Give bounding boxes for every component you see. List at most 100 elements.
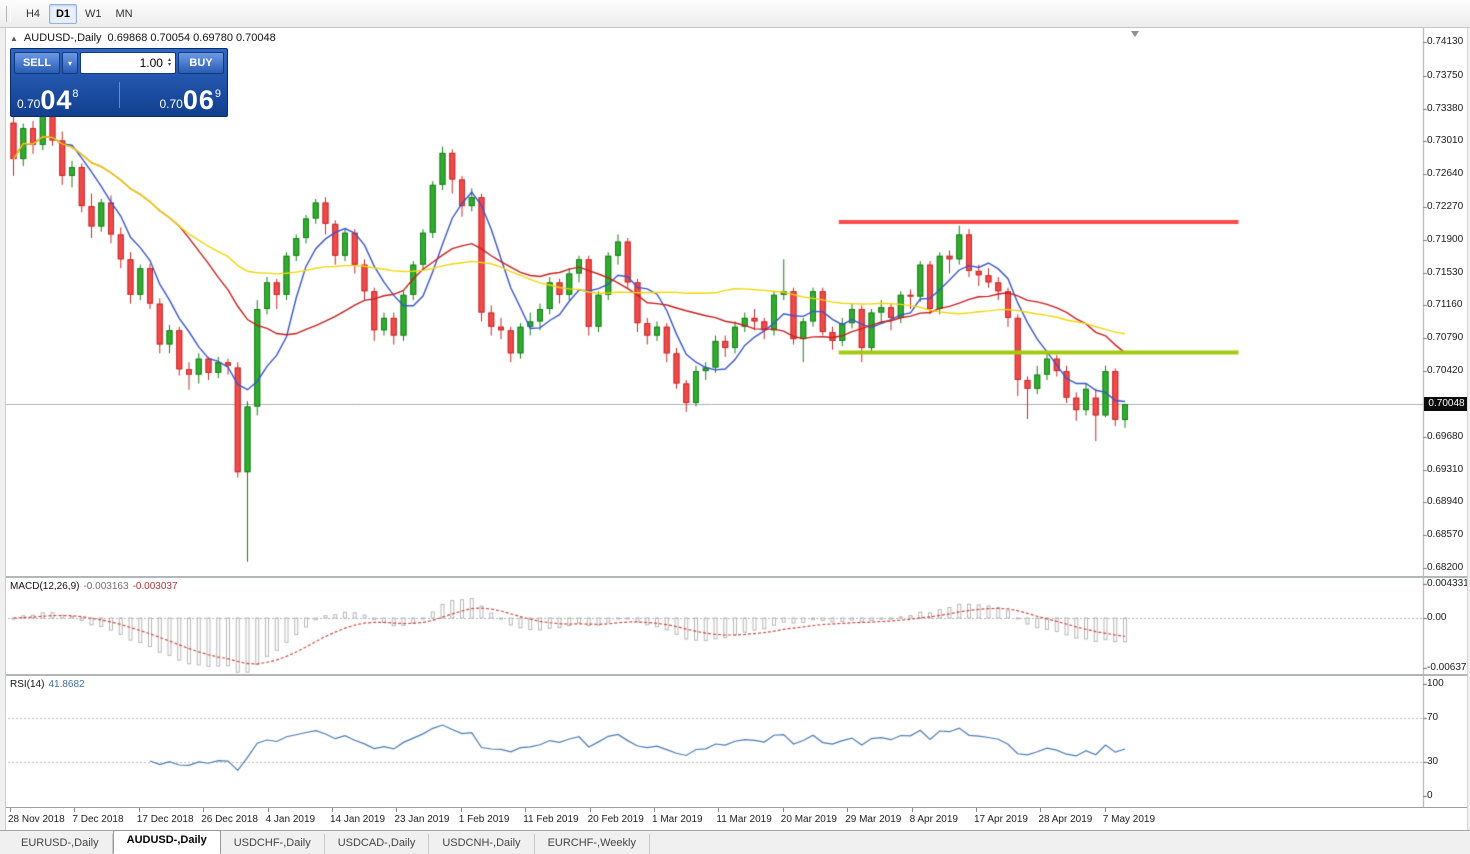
time-axis-label: 17 Apr 2019 bbox=[974, 814, 1028, 825]
macd-canvas[interactable] bbox=[0, 578, 1470, 674]
time-axis-tick bbox=[10, 808, 11, 812]
time-axis-label: 20 Mar 2019 bbox=[780, 814, 837, 825]
time-axis-label: 11 Mar 2019 bbox=[716, 814, 772, 825]
timeframe-mn-button[interactable]: MN bbox=[110, 4, 139, 24]
time-axis-label: 14 Jan 2019 bbox=[330, 814, 386, 825]
time-axis-tick bbox=[1104, 808, 1106, 812]
tab-usdchf-daily[interactable]: USDCHF-,Daily bbox=[221, 834, 325, 854]
price-axis-label: 0.69680 bbox=[1427, 430, 1464, 442]
macd-name: MACD(12,26,9) bbox=[10, 581, 80, 592]
time-axis-label: 26 Dec 2018 bbox=[201, 814, 258, 825]
macd-main-value: -0.003163 bbox=[83, 581, 129, 592]
buy-price[interactable]: 0.70 06 9 bbox=[159, 87, 221, 114]
price-axis-label: 0.68200 bbox=[1427, 562, 1464, 573]
price-axis-label: 0.68570 bbox=[1427, 529, 1464, 541]
spinner-up-icon[interactable]: ▴ bbox=[167, 57, 171, 63]
time-axis-label: 28 Nov 2018 bbox=[8, 814, 65, 825]
window-frame-left bbox=[0, 28, 6, 830]
time-axis-tick bbox=[911, 808, 913, 812]
time-axis-tick bbox=[332, 808, 333, 812]
volume-field[interactable]: 1.00 ▴ ▾ bbox=[80, 52, 176, 74]
macd-axis-label: 0.004331 bbox=[1427, 578, 1469, 589]
chart-symbol-label: AUDUSD-,Daily bbox=[23, 32, 102, 44]
price-axis-label: 0.73010 bbox=[1427, 135, 1464, 147]
price-chart-pane: ▲ AUDUSD-,Daily 0.69868 0.70054 0.69780 … bbox=[0, 28, 1470, 576]
price-axis-label: 0.71900 bbox=[1427, 233, 1464, 245]
spinner-down-icon[interactable]: ▾ bbox=[167, 62, 171, 68]
time-axis-tick bbox=[847, 808, 849, 812]
tab-usdcnh-daily[interactable]: USDCNH-,Daily bbox=[429, 834, 535, 854]
time-axis-label: 11 Feb 2019 bbox=[523, 814, 579, 825]
time-axis-label: 4 Jan 2019 bbox=[265, 814, 316, 825]
rsi-value: 41.8682 bbox=[48, 679, 85, 690]
time-axis-label: 28 Apr 2019 bbox=[1038, 814, 1093, 825]
chart-shift-marker[interactable] bbox=[1131, 31, 1139, 37]
tab-audusd-daily[interactable]: AUDUSD-,Daily bbox=[112, 830, 221, 854]
chart-ohlc-label: 0.69868 0.70054 0.69780 0.70048 bbox=[107, 32, 276, 44]
time-axis-tick bbox=[460, 808, 462, 812]
sell-price[interactable]: 0.70 04 8 bbox=[17, 85, 79, 115]
price-axis-label: 0.74130 bbox=[1427, 36, 1464, 47]
time-axis-tick bbox=[782, 808, 784, 812]
time-axis-tick bbox=[203, 808, 205, 812]
macd-axis-label: -0.006373 bbox=[1427, 662, 1470, 673]
buy-price-base: 0.70 bbox=[159, 97, 183, 111]
buy-button[interactable]: BUY bbox=[178, 52, 224, 74]
price-axis-label: 0.68940 bbox=[1427, 496, 1464, 508]
time-axis-tick bbox=[976, 808, 977, 812]
current-price-badge: 0.70048 bbox=[1424, 397, 1469, 412]
window-frame-right bbox=[1467, 28, 1470, 830]
price-axis-label: 0.70790 bbox=[1427, 332, 1464, 344]
time-axis-tick bbox=[525, 808, 527, 812]
sell-price-base: 0.70 bbox=[17, 97, 41, 111]
chart-title: ▲ AUDUSD-,Daily 0.69868 0.70054 0.69780 … bbox=[10, 32, 276, 44]
time-axis-label: 29 Mar 2019 bbox=[845, 814, 902, 825]
time-axis-tick bbox=[138, 808, 140, 812]
rsi-canvas[interactable] bbox=[0, 676, 1470, 807]
time-axis-tick bbox=[718, 808, 720, 812]
price-axis-label: 0.71160 bbox=[1427, 299, 1463, 311]
price-axis-label: 0.73750 bbox=[1427, 69, 1464, 81]
price-divider bbox=[118, 82, 120, 108]
one-click-trading-panel: SELL ▾ 1.00 ▴ ▾ BUY 0.70 04 8 0.70 06 9 bbox=[10, 48, 228, 117]
buy-price-pip: 9 bbox=[214, 88, 221, 100]
rsi-axis-label: 0 bbox=[1427, 790, 1433, 801]
time-axis-tick bbox=[74, 808, 76, 812]
time-axis-tick bbox=[589, 808, 591, 812]
time-axis-tick bbox=[267, 808, 269, 812]
volume-value: 1.00 bbox=[139, 56, 163, 70]
macd-pane: MACD(12,26,9) -0.003163 -0.003037 0.004331… bbox=[0, 576, 1470, 674]
price-axis-label: 0.70420 bbox=[1427, 365, 1464, 377]
sell-price-big: 04 bbox=[40, 85, 73, 115]
price-axis-label: 0.73380 bbox=[1427, 102, 1464, 114]
time-axis-label: 7 May 2019 bbox=[1102, 814, 1156, 825]
sell-price-pip: 8 bbox=[72, 88, 79, 100]
price-axis-label: 0.69310 bbox=[1427, 463, 1464, 475]
rsi-label: RSI(14) 41.8682 bbox=[10, 679, 85, 690]
chart-icon: ▲ bbox=[10, 33, 18, 43]
macd-axis-label: 0.00 bbox=[1427, 611, 1447, 623]
rsi-pane: RSI(14) 41.8682 100 70 30 0 bbox=[0, 674, 1470, 807]
volume-spinner[interactable]: ▴ ▾ bbox=[167, 57, 171, 68]
tab-eurchf-weekly[interactable]: EURCHF-,Weekly bbox=[535, 834, 650, 854]
timeframe-d1-button[interactable]: D1 bbox=[49, 3, 77, 24]
sell-button[interactable]: SELL bbox=[14, 52, 60, 74]
price-chart-canvas[interactable] bbox=[0, 28, 1470, 576]
timeframe-w1-button[interactable]: W1 bbox=[79, 4, 108, 24]
volume-dropdown-button[interactable]: ▾ bbox=[62, 52, 78, 74]
time-axis-label: 23 Jan 2019 bbox=[394, 814, 450, 825]
time-axis-tick bbox=[654, 808, 655, 812]
rsi-axis-label: 30 bbox=[1427, 756, 1439, 768]
time-axis-label: 17 Dec 2018 bbox=[136, 814, 194, 825]
tab-usdcad-daily[interactable]: USDCAD-,Daily bbox=[325, 834, 430, 854]
time-axis-label: 1 Feb 2019 bbox=[458, 814, 510, 825]
tab-eurusd-daily[interactable]: EURUSD-,Daily bbox=[8, 834, 113, 854]
time-axis-label: 8 Apr 2019 bbox=[909, 814, 958, 825]
timeframe-h4-button[interactable]: H4 bbox=[19, 4, 47, 24]
macd-label: MACD(12,26,9) -0.003163 -0.003037 bbox=[10, 581, 178, 592]
rsi-axis-label: 70 bbox=[1427, 711, 1439, 723]
time-axis-tick bbox=[1040, 808, 1042, 812]
rsi-axis-label: 100 bbox=[1427, 678, 1444, 689]
price-axis-label: 0.72270 bbox=[1427, 200, 1464, 212]
rsi-name: RSI(14) bbox=[10, 679, 45, 690]
